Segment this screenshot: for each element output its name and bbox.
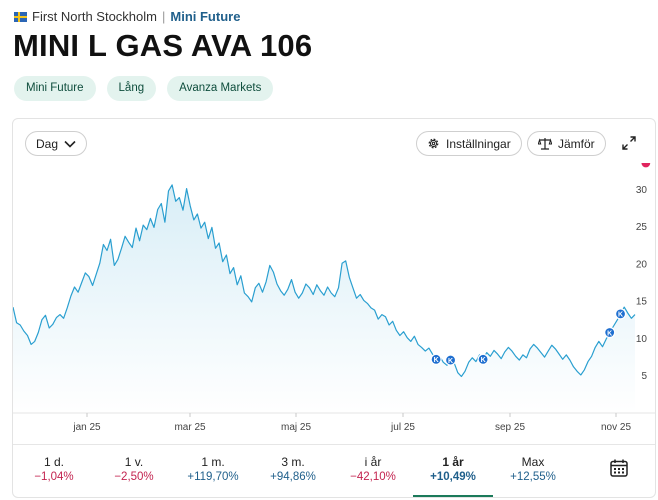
period-label: 1 v. <box>124 455 144 469</box>
period-select-label: Dag <box>36 136 59 151</box>
sell-marker[interactable]: S <box>640 163 652 169</box>
price-line <box>13 184 636 378</box>
period-1d[interactable]: 1 d. −1,04% <box>13 445 95 497</box>
marker-label: K <box>607 330 612 337</box>
breadcrumb-category-link[interactable]: Mini Future <box>170 9 241 24</box>
buy-marker[interactable]: K <box>444 354 457 366</box>
period-change: +10,49% <box>430 471 476 483</box>
tag-list: Mini Future Lång Avanza Markets <box>14 76 274 101</box>
y-tick-label: 5 <box>641 371 647 382</box>
period-change: −2,50% <box>114 471 154 483</box>
period-label: 1 år <box>442 455 464 469</box>
page-title: MINI L GAS AVA 106 <box>13 28 313 63</box>
period-label: Max <box>521 455 545 469</box>
y-tick-label: 30 <box>636 185 648 196</box>
y-tick-label: 10 <box>636 334 648 345</box>
x-tick-label: jan 25 <box>72 422 101 433</box>
settings-label: Inställningar <box>446 136 511 151</box>
tag-mini-future[interactable]: Mini Future <box>14 76 96 101</box>
marker-label: K <box>618 312 623 319</box>
period-change: +119,70% <box>187 471 239 483</box>
x-tick-label: jul 25 <box>390 422 415 433</box>
y-tick-label: 20 <box>636 259 648 270</box>
x-tick-label: maj 25 <box>281 422 311 433</box>
period-max[interactable]: Max +12,55% <box>493 445 573 497</box>
compare-button[interactable]: Jämför <box>527 131 606 156</box>
y-tick-label: 25 <box>636 222 648 233</box>
buy-marker[interactable]: K <box>477 353 489 365</box>
scale-icon <box>538 138 552 150</box>
marker-label: S <box>644 163 649 165</box>
breadcrumb: First North Stockholm | Mini Future <box>14 9 240 24</box>
compare-label: Jämför <box>558 136 595 151</box>
period-ytd[interactable]: i år −42,10% <box>333 445 413 497</box>
period-label: 3 m. <box>281 455 305 469</box>
period-1m[interactable]: 1 m. +119,70% <box>173 445 253 497</box>
marker-label: K <box>448 358 453 365</box>
x-tick-label: sep 25 <box>495 422 525 433</box>
gear-icon <box>428 138 439 149</box>
chart-card: Dag Inställningar Jämför 5 10 15 20 25 30 ja <box>12 118 656 498</box>
price-area <box>13 184 635 413</box>
period-label: 1 m. <box>201 455 225 469</box>
period-change: −1,04% <box>34 471 74 483</box>
settings-button[interactable]: Inställningar <box>416 131 522 156</box>
x-tick-label: mar 25 <box>174 422 206 433</box>
period-change: +12,55% <box>510 471 556 483</box>
buy-marker[interactable]: K <box>604 326 616 339</box>
tag-direction[interactable]: Lång <box>106 76 157 101</box>
calendar-icon[interactable] <box>609 458 629 478</box>
buy-marker[interactable]: K <box>430 353 442 365</box>
period-change: −42,10% <box>350 471 396 483</box>
period-selector: 1 d. −1,04% 1 v. −2,50% 1 m. +119,70% 3 … <box>13 444 655 497</box>
buy-marker[interactable]: K <box>614 308 627 320</box>
breadcrumb-market: First North Stockholm <box>32 9 157 24</box>
period-label: i år <box>364 455 382 469</box>
marker-label: K <box>434 357 439 364</box>
x-tick-label: nov 25 <box>601 422 631 433</box>
period-1w[interactable]: 1 v. −2,50% <box>95 445 173 497</box>
y-tick-label: 15 <box>636 297 648 308</box>
chevron-down-icon <box>64 140 76 148</box>
period-change: +94,86% <box>270 471 316 483</box>
sweden-flag-icon <box>14 11 27 22</box>
breadcrumb-separator: | <box>161 9 166 24</box>
period-1y[interactable]: 1 år +10,49% <box>413 445 493 497</box>
price-chart[interactable]: 5 10 15 20 25 30 jan 25 mar 25 maj 25 jul 25 sep … <box>13 163 656 443</box>
marker-label: K <box>481 357 486 364</box>
period-label: 1 d. <box>43 455 64 469</box>
period-3m[interactable]: 3 m. +94,86% <box>253 445 333 497</box>
period-select-button[interactable]: Dag <box>25 131 88 156</box>
expand-icon[interactable] <box>621 135 637 151</box>
tag-issuer[interactable]: Avanza Markets <box>167 76 274 101</box>
